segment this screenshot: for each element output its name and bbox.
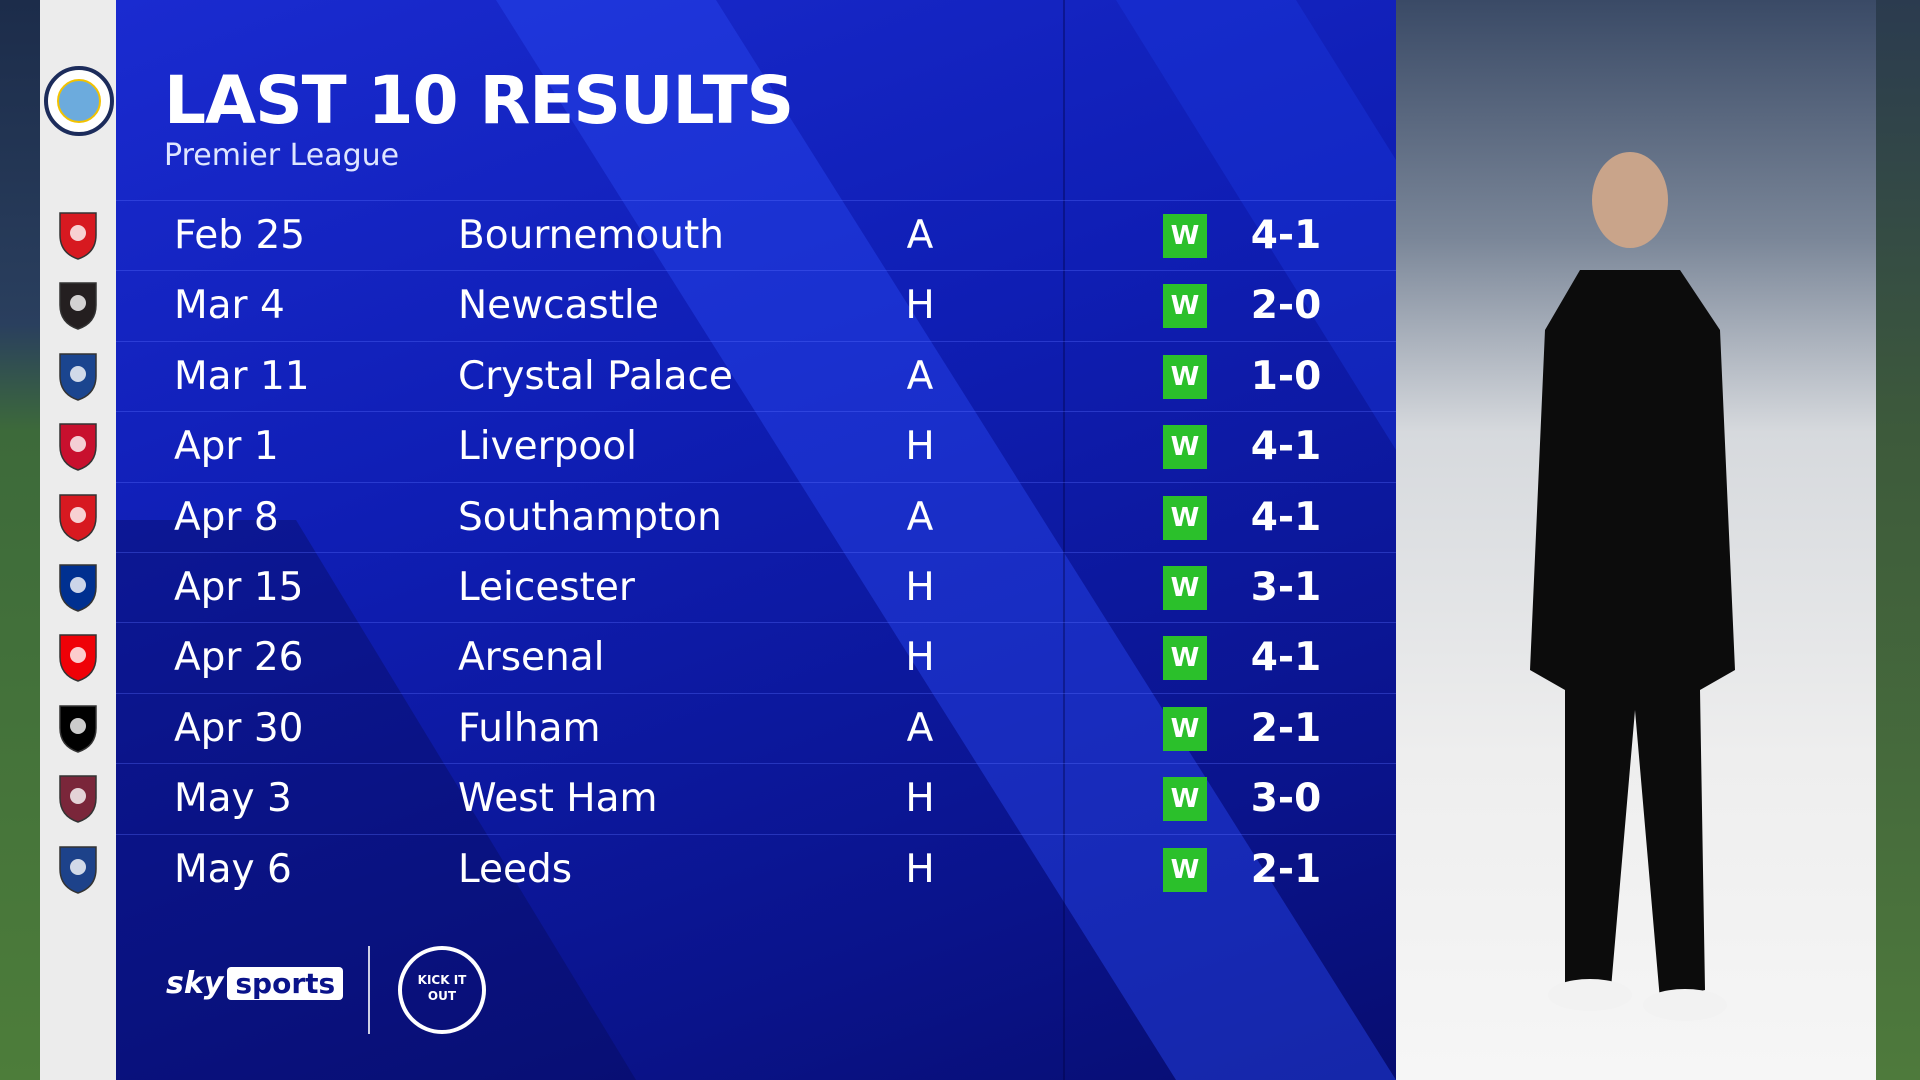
result-badge: W	[1163, 425, 1207, 470]
result-badge: W	[1163, 636, 1207, 681]
result-row: Feb 25 Bournemouth A W 4-1	[116, 200, 1396, 270]
score: 4-1	[1250, 213, 1322, 258]
venue: A	[906, 353, 934, 399]
leeds-crest-icon	[52, 843, 104, 895]
match-date: Apr 1	[174, 424, 279, 470]
opponent-name: West Ham	[458, 776, 658, 822]
sky-sports-logo: sky sports	[166, 966, 344, 1001]
score: 2-1	[1250, 846, 1322, 892]
fulham-crest-icon	[52, 702, 104, 754]
score: 3-0	[1250, 776, 1322, 822]
liverpool-crest-icon	[52, 420, 104, 472]
page-title: LAST 10 RESULTS	[164, 62, 794, 139]
result-badge: W	[1163, 566, 1207, 610]
match-date: Apr 26	[174, 635, 304, 681]
results-panel: LAST 10 RESULTS Premier League Feb 25 Bo…	[116, 0, 1396, 1080]
stadium-background-right	[1876, 0, 1920, 1080]
opponent-name: Leicester	[458, 565, 635, 610]
venue: H	[905, 283, 935, 329]
result-badge: W	[1163, 495, 1207, 540]
opponent-name: Southampton	[458, 494, 722, 540]
result-badge: W	[1163, 847, 1207, 892]
venue: H	[905, 565, 935, 610]
column-divider	[1063, 0, 1065, 1080]
score: 2-0	[1250, 283, 1322, 329]
score: 1-0	[1250, 353, 1322, 399]
manager-photo	[1396, 0, 1876, 1080]
bournemouth-crest-icon	[52, 209, 104, 261]
match-date: Apr 15	[174, 565, 304, 610]
result-row: Mar 11 Crystal Palace A W 1-0	[116, 340, 1396, 411]
venue: A	[906, 494, 934, 540]
southampton-crest-icon	[52, 491, 104, 543]
result-row: Apr 30 Fulham A W 2-1	[116, 692, 1396, 763]
match-date: May 3	[174, 776, 292, 822]
opponent-name: Newcastle	[458, 283, 659, 329]
venue: H	[905, 776, 935, 822]
opponent-name: Arsenal	[458, 635, 605, 681]
venue: H	[905, 424, 935, 470]
manchester-city-crest-icon	[44, 66, 114, 136]
opponent-name: Liverpool	[458, 424, 637, 470]
opponent-name: Leeds	[458, 846, 573, 892]
result-row: Mar 4 Newcastle H W 2-0	[116, 270, 1396, 340]
opponent-name: Bournemouth	[458, 213, 724, 258]
venue: H	[905, 846, 935, 892]
result-row: Apr 26 Arsenal H W 4-1	[116, 622, 1396, 692]
result-row: Apr 15 Leicester H W 3-1	[116, 552, 1396, 622]
stadium-background-left	[0, 0, 40, 1080]
score: 4-1	[1250, 424, 1322, 470]
leicester-crest-icon	[52, 561, 104, 613]
score: 4-1	[1250, 635, 1322, 681]
opponent-name: Fulham	[458, 705, 601, 751]
result-row: May 6 Leeds H W 2-1	[116, 833, 1396, 904]
score: 4-1	[1250, 494, 1322, 540]
score: 2-1	[1250, 705, 1322, 751]
result-row: Apr 1 Liverpool H W 4-1	[116, 411, 1396, 481]
result-badge: W	[1163, 777, 1207, 822]
venue: A	[906, 213, 934, 258]
result-badge: W	[1163, 214, 1207, 258]
logo-divider	[368, 946, 370, 1034]
sky-logo-text: sky	[166, 966, 224, 1001]
result-row: Apr 8 Southampton A W 4-1	[116, 481, 1396, 552]
sports-logo-text: sports	[227, 967, 344, 1000]
west-ham-crest-icon	[52, 772, 104, 824]
venue: H	[905, 635, 935, 681]
score: 3-1	[1250, 565, 1322, 610]
result-badge: W	[1163, 354, 1207, 399]
opponent-name: Crystal Palace	[458, 353, 733, 399]
match-date: Mar 11	[174, 353, 310, 399]
match-date: Feb 25	[174, 213, 306, 258]
match-date: May 6	[174, 846, 292, 892]
page-subtitle: Premier League	[164, 138, 400, 173]
newcastle-crest-icon	[52, 279, 104, 331]
result-row: May 3 West Ham H W 3-0	[116, 763, 1396, 833]
venue: A	[906, 705, 934, 751]
result-badge: W	[1163, 284, 1207, 329]
result-badge: W	[1163, 706, 1207, 751]
match-date: Mar 4	[174, 283, 285, 329]
match-date: Apr 8	[174, 494, 279, 540]
kick-it-out-logo: KICK IT OUT	[398, 946, 486, 1034]
arsenal-crest-icon	[52, 631, 104, 683]
crystal-palace-crest-icon	[52, 350, 104, 402]
manager-figure	[1530, 152, 1735, 1021]
match-date: Apr 30	[174, 705, 304, 751]
